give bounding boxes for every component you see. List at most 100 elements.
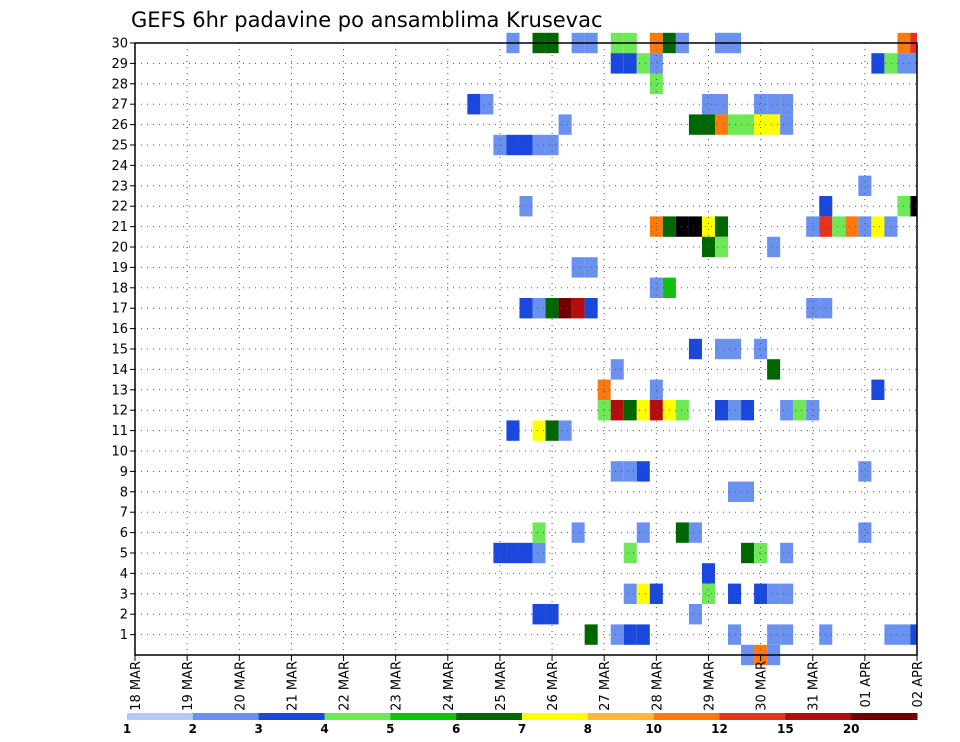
precip-cell [701, 94, 715, 115]
precip-cell [793, 400, 807, 421]
precip-cell [728, 338, 742, 360]
y-tick-label: 24 [111, 159, 128, 174]
precip-cell [649, 216, 663, 237]
precip-cell [806, 400, 820, 421]
y-tick-label: 26 [111, 118, 128, 133]
precip-cell [728, 624, 742, 645]
x-axis: 18 MAR 19 MAR 20 MAR 21 MAR 22 MAR 23 MAR 24 M… [129, 655, 926, 711]
precip-cell [780, 114, 794, 135]
precip-cell [545, 604, 559, 625]
x-tick-label: 30 MAR [755, 661, 770, 711]
colorbar-swatch [522, 713, 589, 720]
precip-cell [675, 522, 689, 543]
colorbar-label: 10 [645, 722, 662, 736]
x-tick-label: 02 APR [911, 661, 926, 707]
precip-cell [571, 522, 585, 543]
precip-cell [767, 583, 781, 604]
precip-cell [728, 114, 742, 135]
precip-cell [649, 400, 663, 421]
precip-cell [780, 400, 794, 421]
colorbar-label: 4 [320, 722, 328, 736]
precip-cell [871, 53, 885, 74]
y-tick-label: 19 [111, 261, 128, 276]
precip-cell [871, 379, 885, 400]
precip-cell [832, 216, 846, 237]
precip-cell [532, 522, 546, 543]
y-tick-label: 3 [120, 587, 128, 602]
x-tick-label: 22 MAR [338, 661, 353, 711]
precip-cell [649, 277, 663, 298]
precip-cell [728, 481, 742, 502]
precip-cell [688, 216, 702, 237]
y-tick-label: 25 [111, 139, 128, 154]
precipitation-cells [467, 32, 917, 666]
x-tick-label: 26 MAR [546, 661, 561, 711]
precip-cell [636, 53, 650, 74]
x-tick-label: 23 MAR [390, 661, 405, 711]
x-tick-label: 27 MAR [598, 661, 613, 711]
precip-cell [675, 400, 689, 421]
precip-cell [780, 583, 794, 604]
precip-cell [532, 542, 546, 564]
colorbar-label: 7 [518, 722, 526, 736]
precip-cell [558, 114, 572, 135]
precip-cell [610, 53, 624, 74]
precip-cell [636, 624, 650, 645]
y-tick-label: 22 [111, 200, 128, 215]
precip-cell [884, 53, 898, 74]
precip-cell [467, 94, 481, 115]
x-tick-label: 28 MAR [650, 661, 665, 711]
precip-cell [884, 624, 898, 645]
precip-cell [649, 53, 663, 74]
colorbar-label: 5 [386, 722, 394, 736]
colorbar-swatch [324, 713, 391, 720]
precip-cell [623, 624, 637, 645]
precip-cell [688, 604, 702, 625]
precip-cell [714, 236, 729, 258]
precip-cell [636, 583, 650, 604]
grid-lines [135, 43, 917, 655]
precip-cell [623, 583, 637, 604]
precip-cell [480, 94, 494, 115]
colorbar-swatch [258, 713, 325, 720]
y-tick-label: 29 [111, 57, 128, 72]
precip-cell [558, 298, 572, 319]
precip-cell [571, 257, 585, 278]
colorbar-label: 2 [189, 722, 197, 736]
precip-cell [767, 236, 781, 258]
colorbar-swatch [785, 713, 852, 720]
precip-cell [858, 216, 872, 237]
colorbar-swatch [456, 713, 523, 720]
y-tick-label: 6 [120, 526, 128, 541]
y-tick-label: 14 [111, 363, 128, 378]
colorbar-swatch [653, 713, 720, 720]
y-tick-label: 18 [111, 281, 128, 296]
precip-cell [506, 420, 520, 441]
precip-cell [767, 359, 781, 380]
y-tick-label: 27 [111, 98, 128, 113]
colorbar-label: 20 [843, 722, 860, 736]
precip-cell [728, 400, 742, 421]
precip-cell [636, 522, 650, 543]
y-tick-label: 15 [111, 343, 128, 358]
precip-cell [623, 461, 637, 482]
precip-cell [649, 583, 663, 604]
x-tick-label: 01 APR [859, 661, 874, 707]
colorbar-label: 1 [123, 722, 131, 736]
precip-cell [871, 216, 885, 237]
precip-cell [845, 216, 859, 237]
precip-cell [571, 298, 585, 319]
y-tick-label: 12 [111, 404, 128, 419]
y-tick-label: 28 [111, 77, 128, 92]
precip-cell [701, 114, 715, 135]
y-tick-label: 17 [111, 302, 128, 317]
precip-cell [649, 73, 663, 94]
y-tick-label: 8 [120, 485, 128, 500]
colorbar-swatch [192, 713, 260, 720]
precip-cell [610, 624, 624, 645]
precip-cell [806, 298, 820, 319]
y-tick-label: 23 [111, 179, 128, 194]
precip-cell [597, 379, 611, 400]
precip-cell [701, 216, 715, 237]
colorbar-swatch [390, 713, 457, 720]
